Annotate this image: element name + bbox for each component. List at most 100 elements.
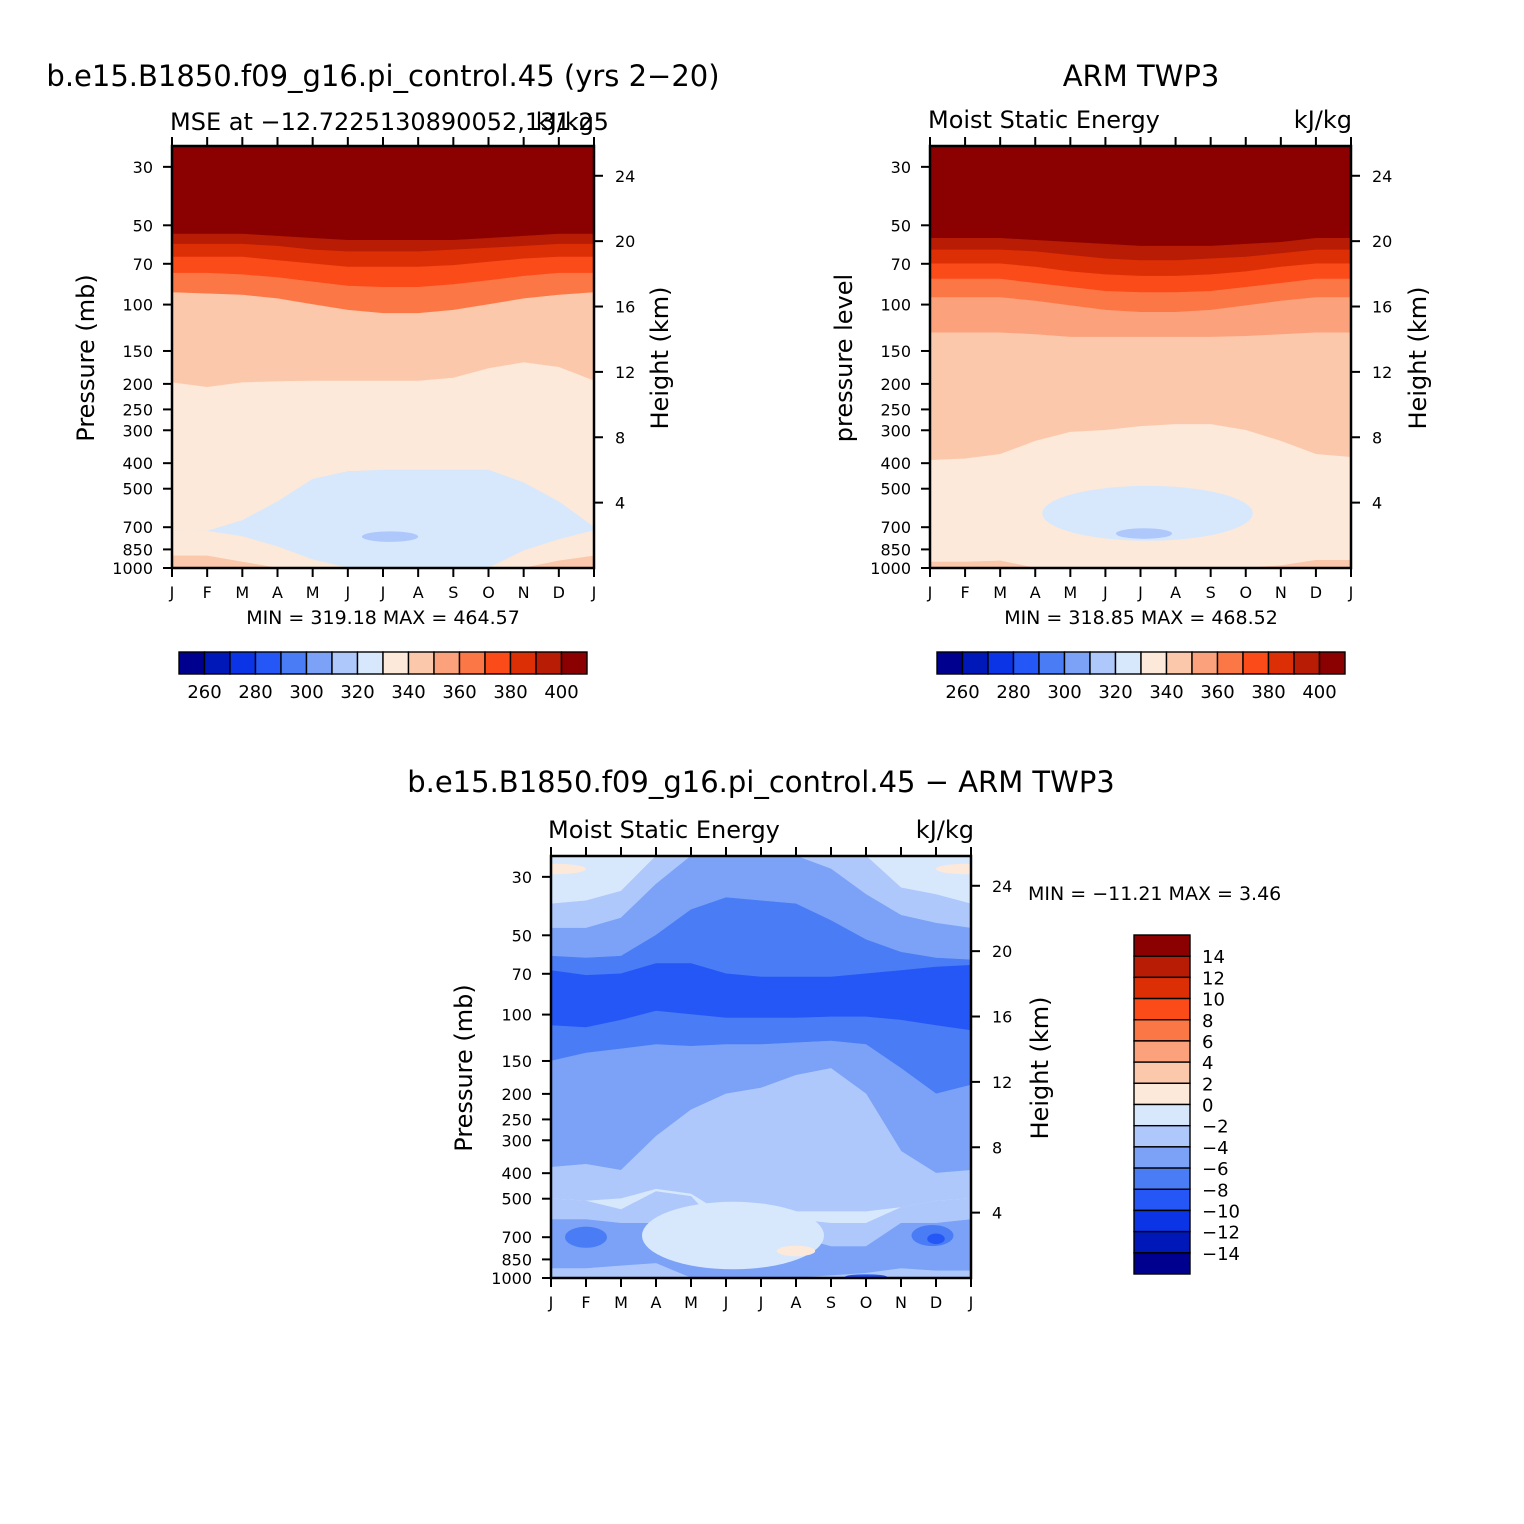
y-tick-label: 50	[512, 926, 532, 945]
x-tick-label: J	[380, 583, 386, 602]
x-tick-label: J	[968, 1293, 974, 1312]
contour-field	[930, 146, 1351, 568]
contour-band-0	[551, 856, 971, 905]
colorbar-swatch	[382, 651, 410, 675]
colorbar-swatch	[1133, 1124, 1191, 1148]
y-tick-label: 30	[891, 158, 911, 177]
contour-band-0	[930, 146, 1351, 247]
y-tick-label: 100	[880, 296, 911, 315]
x-tick-label: M	[993, 583, 1007, 602]
colorbar-swatch	[961, 651, 989, 675]
y-tick-label: 200	[501, 1085, 532, 1104]
x-tick-label: M	[306, 583, 320, 602]
y-tick-label: 1000	[491, 1269, 532, 1288]
colorbar-label: 320	[1098, 682, 1132, 703]
contour-blob-0	[1042, 485, 1253, 541]
panel-model-units: kJ/kg	[536, 108, 594, 136]
colorbar-swatch	[1133, 955, 1191, 979]
x-tick-label: M	[235, 583, 249, 602]
colorbar-swatch	[1133, 1146, 1191, 1169]
colorbar-label: −8	[1202, 1180, 1229, 1201]
contour-blob-6	[551, 863, 586, 875]
y-tick-label: 700	[122, 518, 153, 537]
y-tick-label: 500	[501, 1190, 532, 1209]
y-right-tick-label: 4	[1372, 494, 1382, 513]
y-tick-label: 700	[501, 1228, 532, 1247]
panel-model-plot: J F M A M J J A S O N D J 30 50 70 100 150 200 250 300 400 500…	[112, 137, 635, 602]
y-tick-label: 150	[880, 342, 911, 361]
x-tick-label: J	[1137, 583, 1143, 602]
colorbar-label: −10	[1202, 1201, 1240, 1222]
x-tick-label: S	[448, 583, 458, 602]
colorbar-label: 360	[1200, 682, 1234, 703]
y-tick-label: 70	[891, 255, 911, 274]
y-tick-label: 50	[891, 216, 911, 235]
x-tick-label: J	[1102, 583, 1108, 602]
colorbar-swatch	[1267, 651, 1295, 675]
y-tick-label: 200	[122, 375, 153, 394]
colorbar-swatch	[1133, 1082, 1191, 1106]
colorbar-swatch	[203, 651, 231, 675]
colorbar-swatch	[1165, 651, 1193, 675]
y-right-tick-label: 4	[615, 494, 625, 513]
colorbar-swatch	[1133, 1061, 1191, 1085]
panel-model: b.e15.B1850.f09_g16.pi_control.45 (yrs 2…	[46, 59, 719, 703]
colorbar-label: 360	[442, 682, 476, 703]
contour-blob-4	[927, 1233, 945, 1245]
y-tick-label: 300	[880, 421, 911, 440]
colorbar-label: 6	[1202, 1032, 1213, 1053]
colorbar-swatch	[509, 651, 537, 675]
y-tick-label: 400	[122, 454, 153, 473]
colorbar-label: 14	[1202, 947, 1225, 968]
colorbar-label: 260	[945, 682, 979, 703]
y-tick-label: 70	[133, 255, 153, 274]
colorbar-label: 260	[187, 682, 221, 703]
colorbar-label: −6	[1202, 1159, 1229, 1180]
colorbar-label: 12	[1202, 968, 1225, 989]
y-tick-label: 300	[501, 1131, 532, 1150]
colorbar-swatch	[1242, 651, 1270, 675]
contour-blob-0	[642, 1201, 824, 1270]
colorbar-swatch	[254, 651, 282, 675]
panel-diff-ylabel: Pressure (mb)	[450, 984, 478, 1151]
colorbar-swatch	[1318, 651, 1346, 675]
colorbar-swatch	[178, 651, 206, 675]
colorbar-label: 4	[1202, 1053, 1213, 1074]
x-tick-label: A	[651, 1293, 662, 1312]
x-tick-label: J	[1348, 583, 1354, 602]
y-tick-label: 850	[122, 540, 153, 559]
colorbar-swatch	[1133, 1188, 1191, 1212]
x-tick-label: A	[1030, 583, 1041, 602]
x-tick-label: J	[344, 583, 350, 602]
panel-diff-units: kJ/kg	[916, 816, 974, 844]
y-tick-label: 300	[122, 421, 153, 440]
panel-diff-plot: J F M A M J J A S O N D J 30 50 70 100 150 200 250 300 400 500…	[491, 847, 1012, 1312]
y-tick-label: 150	[122, 342, 153, 361]
colorbar-label: 300	[289, 682, 323, 703]
panel-model-subtitle: MSE at −12.7225130890052,131.25	[170, 108, 609, 136]
y-tick-label: 250	[880, 400, 911, 419]
y-tick-label: 30	[133, 158, 153, 177]
y-right-tick-label: 16	[615, 298, 635, 317]
colorbar-swatch	[1216, 651, 1244, 675]
x-tick-label: J	[723, 1293, 729, 1312]
y-right-tick-label: 24	[615, 167, 635, 186]
colorbar-label: 320	[340, 682, 374, 703]
x-tick-label: O	[1239, 583, 1252, 602]
contour-blob-7	[936, 863, 971, 875]
x-tick-label: N	[518, 583, 530, 602]
y-right-tick-label: 8	[992, 1138, 1002, 1157]
x-tick-label: J	[169, 583, 175, 602]
colorbar-label: −12	[1202, 1223, 1240, 1244]
colorbar-label: 300	[1047, 682, 1081, 703]
x-tick-label: N	[1275, 583, 1287, 602]
colorbar-swatch	[458, 651, 486, 675]
colorbar-swatch	[1089, 651, 1117, 675]
colorbar-swatch	[331, 651, 359, 675]
x-tick-label: N	[895, 1293, 907, 1312]
y-tick-label: 500	[122, 480, 153, 499]
colorbar-swatch	[1133, 1252, 1191, 1275]
colorbar-swatch	[1133, 1209, 1191, 1233]
